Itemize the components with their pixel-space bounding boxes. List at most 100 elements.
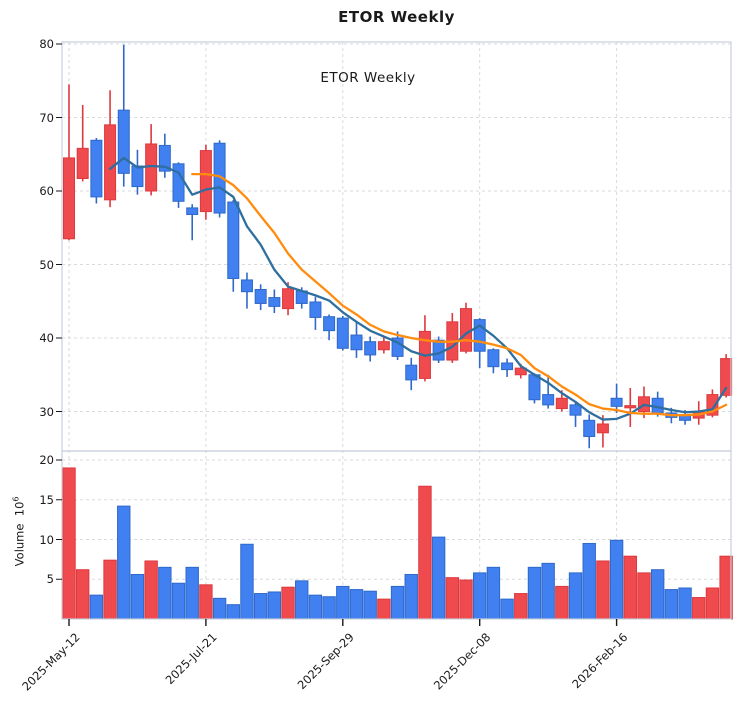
volume-bar [582,542,596,620]
price-tick-label: 70 [39,110,54,125]
volume-bar [568,572,583,620]
candle-body [460,308,473,352]
price-tick-label: 30 [39,404,54,419]
volume-bar [336,585,350,620]
volume-bar [158,566,172,620]
volume-bar [623,555,637,620]
volume-bar [253,593,268,620]
candle-body [583,419,596,437]
price-tick-label: 40 [39,331,54,345]
candle-body [76,147,89,180]
volume-bar [541,562,555,620]
volume-bar [486,566,501,620]
candle-body [350,334,363,351]
volume-tick-label: 10 [39,532,54,547]
volume-bar [404,573,418,620]
volume-bar [144,560,158,620]
candle-body [90,139,103,198]
candle-body [254,288,267,304]
ma_slow-line [191,172,728,417]
candle-body [487,349,500,368]
volume-bar [473,572,487,620]
candle-body [377,341,390,351]
candle-body [172,163,185,202]
candle-body [569,404,582,416]
volume-bar [514,593,528,620]
volume-bar [445,577,460,620]
volume-bar [130,573,145,620]
candle-body [199,150,212,213]
volume-tick-label: 5 [46,572,54,587]
chart-title: ETOR Weekly [338,8,455,26]
candle-body [268,297,281,307]
volume-bar [185,566,199,620]
volume-bar [117,505,131,620]
candle-body [63,157,75,240]
candle-body [227,201,240,279]
candle-body [501,362,514,371]
volume-bar [637,572,651,620]
volume-bar [390,585,405,620]
volume-bar [650,569,665,620]
price-tick-label: 80 [39,37,54,51]
volume-bar [705,587,720,620]
candle-body [309,301,322,318]
volume-bar [664,589,679,620]
price-tick-label: 60 [39,184,54,198]
volume-tick-label: 15 [39,492,54,507]
volume-bar [596,560,610,620]
volume-bar [267,591,282,620]
candle-body [528,374,541,401]
volume-bar [363,590,377,620]
volume-bar [62,467,76,620]
volume-bar [75,569,90,620]
candle-body [336,317,349,349]
volume-bar [199,584,213,620]
candle-body [240,279,253,293]
volume-bar [418,485,432,620]
volume-bar [103,559,117,620]
candle-body [706,394,719,416]
volume-bar [500,598,514,620]
volume-bar [295,580,309,620]
candle-body [610,397,623,407]
candle-body [555,397,568,410]
candle-body [514,367,527,376]
candle-body [117,109,130,174]
volume-bar [609,539,624,620]
candle-body [323,316,336,332]
volume-bar [226,604,240,620]
candle-body [720,358,733,396]
candle-body [158,144,171,172]
volume-bar [527,566,542,620]
volume-bar [678,587,692,620]
candle-body [473,319,486,352]
candle-body [364,341,377,356]
candle-body [104,124,117,201]
chart-inner-label: ETOR Weekly [320,70,416,86]
candle-body [432,339,445,361]
volume-plot-border [61,450,732,620]
volume-bar [692,597,706,620]
volume-bar [89,594,104,620]
candle-body [131,165,144,188]
volume-bar [171,582,186,620]
volume-bar [349,589,364,620]
candle-body [624,405,637,409]
volume-bar [281,586,295,620]
candle-body [282,288,295,310]
candle-body [596,423,609,434]
volume-bar [308,594,323,620]
ma_fast-line [108,156,728,421]
candle-body [186,207,199,216]
candle-body [405,364,418,381]
price-tick-label: 50 [39,257,54,272]
volume-tick-label: 20 [39,453,54,467]
volume-bar [240,543,254,620]
volume-bar [431,536,446,620]
volume-bar [377,598,391,620]
volume-bar [212,597,227,620]
volume-bar [322,596,336,620]
